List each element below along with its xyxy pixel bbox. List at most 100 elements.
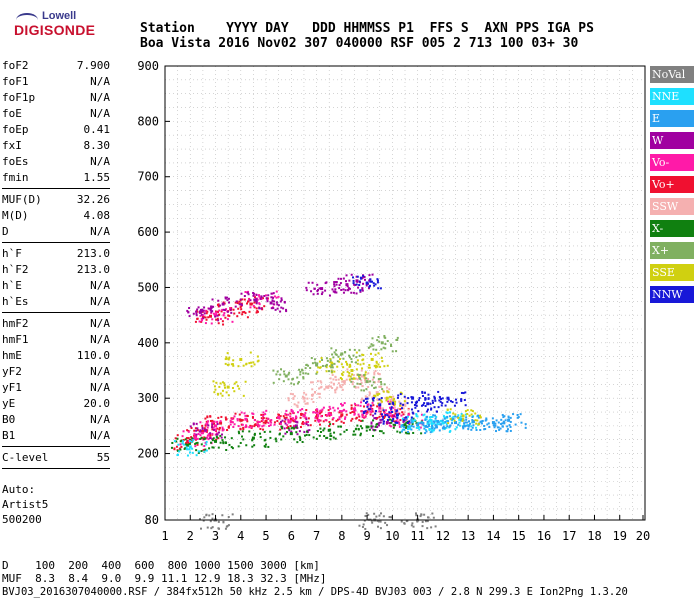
data-point-echo <box>334 376 337 379</box>
data-point-echo <box>314 419 317 422</box>
data-point-echo <box>253 363 256 366</box>
data-point-echo <box>231 447 234 450</box>
data-point-echo <box>388 395 391 398</box>
data-point-echo <box>199 308 202 311</box>
data-point-echo <box>458 421 461 424</box>
data-point-echo <box>460 400 463 403</box>
data-point-echo <box>202 314 205 317</box>
data-point-echo <box>435 415 438 418</box>
data-point-echo <box>357 404 360 407</box>
data-point-echo <box>493 426 496 429</box>
data-point-echo <box>188 442 191 445</box>
data-point-echo <box>329 407 332 410</box>
data-point-echo <box>361 416 364 419</box>
data-point-echo <box>178 450 181 453</box>
data-point <box>461 414 465 418</box>
data-point-echo <box>312 436 315 439</box>
data-point-echo <box>424 396 427 399</box>
data-point-echo <box>352 354 355 357</box>
data-point-echo <box>320 293 323 296</box>
data-point-echo <box>219 317 222 320</box>
data-point-echo <box>501 425 504 428</box>
data-point-echo <box>276 370 279 373</box>
data-point-echo <box>390 406 393 409</box>
data-point-echo <box>303 422 306 425</box>
data-point-echo <box>406 422 409 425</box>
data-point-echo <box>354 433 357 436</box>
data-point-echo <box>211 423 214 426</box>
data-point-echo <box>253 423 256 426</box>
data-point-echo <box>410 408 413 411</box>
data-point-echo <box>199 310 202 313</box>
data-point-echo <box>401 423 404 426</box>
data-point-echo <box>189 425 192 428</box>
data-point-echo <box>360 398 363 401</box>
data-point-echo <box>372 399 375 402</box>
data-point-echo <box>379 410 382 413</box>
data-point-echo <box>372 419 375 422</box>
data-point-echo <box>295 426 298 429</box>
data-point-echo <box>360 277 363 280</box>
data-point-echo <box>176 434 179 437</box>
data-point-echo <box>434 419 437 422</box>
data-point-echo <box>204 417 207 420</box>
data-point-echo <box>409 426 412 429</box>
data-point-echo <box>483 424 486 427</box>
data-point-echo <box>399 391 402 394</box>
data-point-echo <box>506 425 509 428</box>
data-point-echo <box>203 306 206 309</box>
data-point-echo <box>351 410 354 413</box>
data-point-echo <box>306 430 309 433</box>
data-point-echo <box>340 277 343 280</box>
data-point-echo <box>279 310 282 313</box>
data-point-echo <box>423 391 426 394</box>
data-point-echo <box>247 293 250 296</box>
data-point-echo <box>345 360 348 363</box>
data-point-echo <box>248 310 251 313</box>
data-point <box>365 410 369 414</box>
data-point-echo <box>270 296 273 299</box>
data-point-echo <box>305 433 308 436</box>
data-point-echo <box>328 365 331 368</box>
data-point-echo <box>255 307 258 310</box>
data-point-echo <box>354 404 357 407</box>
data-point-echo <box>216 310 219 313</box>
data-point-echo <box>407 397 410 400</box>
data-point-echo <box>242 438 245 441</box>
param-row: foF1p N/A <box>2 90 110 106</box>
param-row: foEs N/A <box>2 154 110 170</box>
data-point-echo <box>361 397 364 400</box>
data-point-echo <box>318 423 321 426</box>
data-point-echo <box>355 416 358 419</box>
data-point-echo <box>425 430 428 433</box>
data-point-echo <box>197 432 200 435</box>
data-point-echo <box>321 291 324 294</box>
data-point-echo <box>433 414 436 417</box>
data-point-echo <box>273 423 276 426</box>
data-point-echo <box>307 281 310 284</box>
y-tick-label: 80 <box>145 513 159 527</box>
data-point-echo <box>209 315 212 318</box>
data-point-echo <box>238 413 241 416</box>
data-point-echo <box>252 305 255 308</box>
data-point-echo <box>262 424 265 427</box>
data-point-echo <box>306 402 309 405</box>
data-point-echo <box>294 426 297 429</box>
data-point-echo <box>195 312 198 315</box>
data-point-echo <box>285 308 288 311</box>
data-point-echo <box>424 398 427 401</box>
data-point-echo <box>405 425 408 428</box>
data-point-echo <box>289 412 292 415</box>
data-point <box>365 425 369 429</box>
data-point-echo <box>465 418 468 421</box>
data-point-echo <box>250 365 253 368</box>
data-point-echo <box>387 400 390 403</box>
data-point-echo <box>400 425 403 428</box>
data-point-echo <box>359 377 362 380</box>
data-point-echo <box>315 413 318 416</box>
data-point-echo <box>224 296 227 299</box>
data-point-echo <box>241 311 244 314</box>
data-point-echo <box>307 364 310 367</box>
data-point-echo <box>234 305 237 308</box>
data-point-echo <box>337 355 340 358</box>
